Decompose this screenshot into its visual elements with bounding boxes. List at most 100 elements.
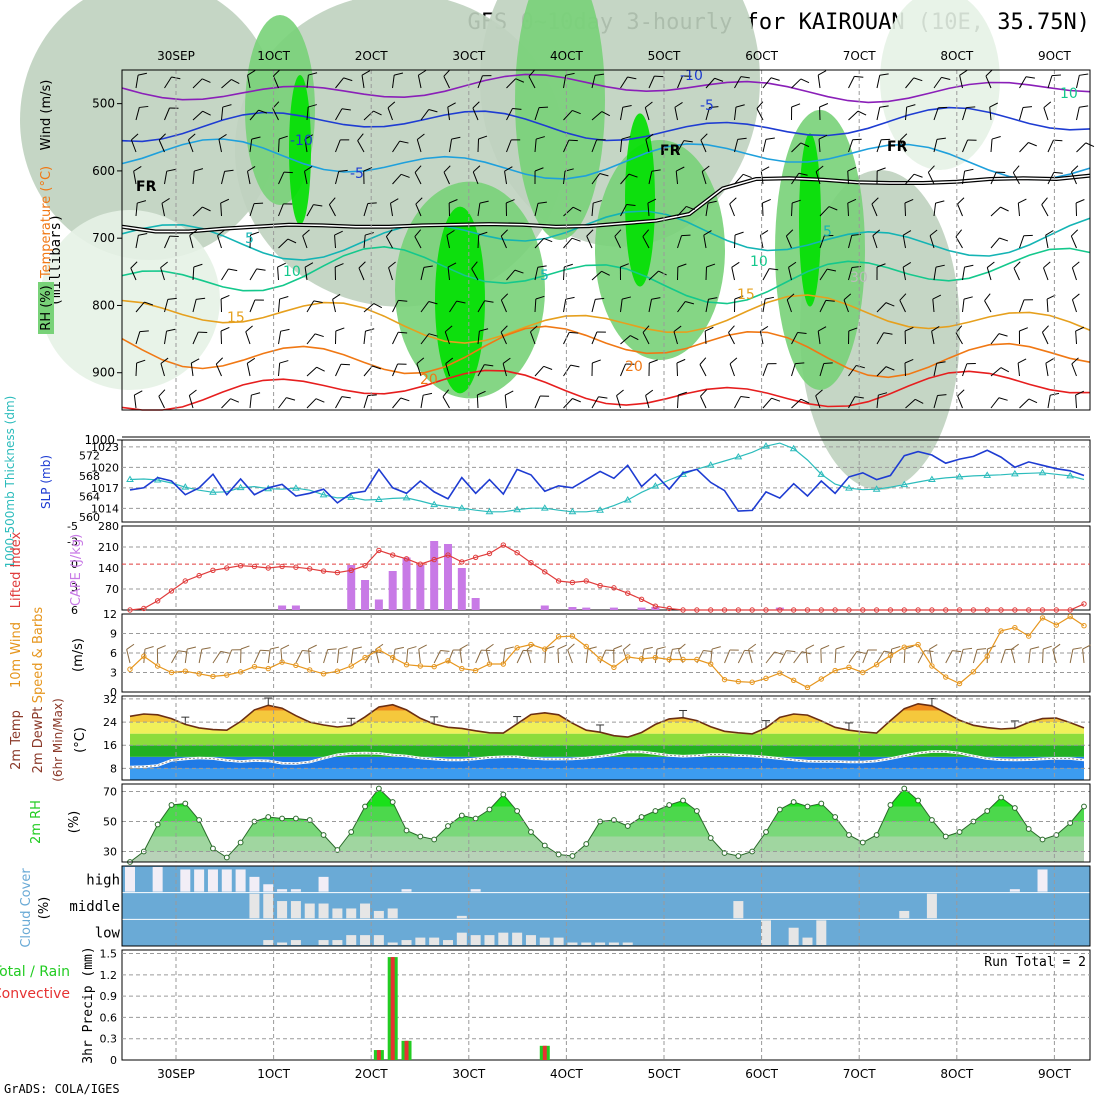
upper-wind-barb: [599, 173, 609, 177]
2m-rh-point: [887, 802, 894, 808]
upper-wind-barb: [876, 332, 884, 345]
upper-wind-barb: [158, 389, 166, 397]
upper-wind-barb: [706, 263, 716, 268]
upper-wind-barb: [398, 331, 408, 334]
upper-wind-barb: [591, 299, 596, 313]
temperature-contour: [121, 73, 1091, 104]
surface-wind-barb: [779, 650, 787, 664]
upper-wind-barb: [1070, 171, 1077, 185]
upper-wind-barb: [316, 366, 325, 372]
pressure-tick-label: 800: [92, 298, 115, 312]
upper-wind-barb: [166, 168, 176, 172]
upper-wind-barb: [1022, 106, 1033, 108]
upper-wind-barb: [224, 169, 234, 172]
upper-wind-barb: [472, 101, 480, 109]
upper-wind-barb: [164, 331, 168, 345]
wind-speed-point: [320, 671, 327, 677]
upper-wind-barb: [500, 229, 508, 237]
upper-wind-barb: [658, 270, 667, 276]
wind-speed-point: [569, 633, 576, 639]
contour-label: -5: [350, 166, 364, 182]
upper-wind-barb: [277, 266, 279, 281]
lifted-index-point: [1025, 607, 1032, 613]
2m-rh-point: [776, 806, 783, 813]
upper-wind-barb: [388, 261, 396, 269]
upper-wind-barb: [1041, 204, 1049, 217]
surface-wind-barb: [945, 650, 953, 664]
wind-speed-point: [265, 665, 271, 672]
thickness-point: [457, 504, 466, 511]
upper-wind-barb: [392, 173, 402, 185]
upper-wind-barb: [705, 203, 709, 217]
upper-wind-barb: [563, 364, 571, 377]
upper-wind-barb: [879, 73, 889, 76]
cape-bar: [402, 557, 411, 610]
thickness-point: [430, 500, 439, 508]
cape-tick-label: 70: [105, 583, 119, 596]
surface-wind-barb: [1005, 648, 1015, 651]
upper-wind-barb: [192, 78, 203, 89]
cloud-bar-middle: [387, 908, 398, 919]
rh-tick-label: 30: [103, 846, 117, 859]
upper-wind-barb: [904, 358, 914, 364]
lifted-index-point: [445, 552, 451, 558]
cloud-bar-low: [595, 942, 606, 945]
rh-shading: [515, 0, 605, 240]
upper-wind-barb: [500, 331, 507, 345]
cape-bar: [540, 605, 549, 610]
upper-wind-barb: [936, 361, 946, 364]
wind-speed-point: [887, 652, 894, 659]
surface-wind-barb: [253, 650, 261, 664]
cloud-bar-low: [456, 932, 467, 945]
upper-wind-barb: [313, 204, 323, 207]
upper-wind-barb: [363, 331, 366, 345]
upper-wind-barb: [500, 293, 509, 301]
temp-tick-label: 16: [103, 739, 117, 752]
surface-wind-barb: [786, 650, 796, 653]
upper-wind-barb: [392, 75, 395, 89]
2m-rh-point: [514, 808, 521, 814]
contour-label: -5: [700, 98, 714, 114]
upper-wind-barb: [756, 108, 764, 121]
upper-wind-barb: [415, 197, 423, 205]
upper-wind-barb: [872, 229, 881, 237]
lifted-index-point: [376, 547, 382, 554]
upper-wind-barb: [904, 202, 906, 217]
upper-wind-barb: [765, 137, 775, 140]
upper-wind-barb: [456, 300, 466, 304]
cloud-bar-low: [498, 932, 509, 945]
surface-wind-barb: [1072, 647, 1082, 650]
wind-speed-point: [389, 654, 396, 661]
upper-wind-barb: [1019, 76, 1027, 89]
surface-wind-barb: [668, 649, 673, 664]
upper-wind-barb: [447, 267, 450, 281]
upper-wind-barb: [620, 139, 623, 153]
upper-wind-barb: [220, 198, 230, 204]
upper-wind-barb: [785, 235, 792, 249]
upper-wind-barb: [685, 301, 695, 305]
2m-rh-point: [293, 815, 299, 822]
2m-rh-point: [998, 794, 1004, 801]
upper-wind-barb: [731, 261, 740, 268]
upper-wind-barb: [446, 229, 455, 236]
upper-wind-barb: [699, 357, 707, 365]
upper-wind-barb: [620, 263, 629, 268]
upper-wind-barb: [598, 396, 608, 399]
cloud-bar-low: [387, 942, 398, 945]
upper-wind-barb: [990, 206, 1001, 217]
upper-wind-barb: [989, 102, 998, 108]
upper-wind-barb: [304, 134, 314, 140]
upper-wind-barb: [616, 395, 621, 409]
upper-wind-barb: [620, 335, 631, 345]
upper-wind-barb: [800, 398, 810, 404]
surface-wind-barb: [835, 645, 845, 650]
cloud-bar-high: [401, 889, 412, 892]
upper-wind-barb: [134, 390, 143, 396]
upper-wind-barb: [899, 300, 906, 313]
slp-tick-label: 1020: [91, 461, 119, 474]
upper-wind-barb: [447, 262, 457, 268]
wind-speed-point: [472, 667, 479, 674]
upper-wind-barb: [392, 300, 399, 313]
dewpt-panel-label: 2m DewPt: [31, 707, 46, 774]
upper-wind-barb: [130, 267, 137, 281]
